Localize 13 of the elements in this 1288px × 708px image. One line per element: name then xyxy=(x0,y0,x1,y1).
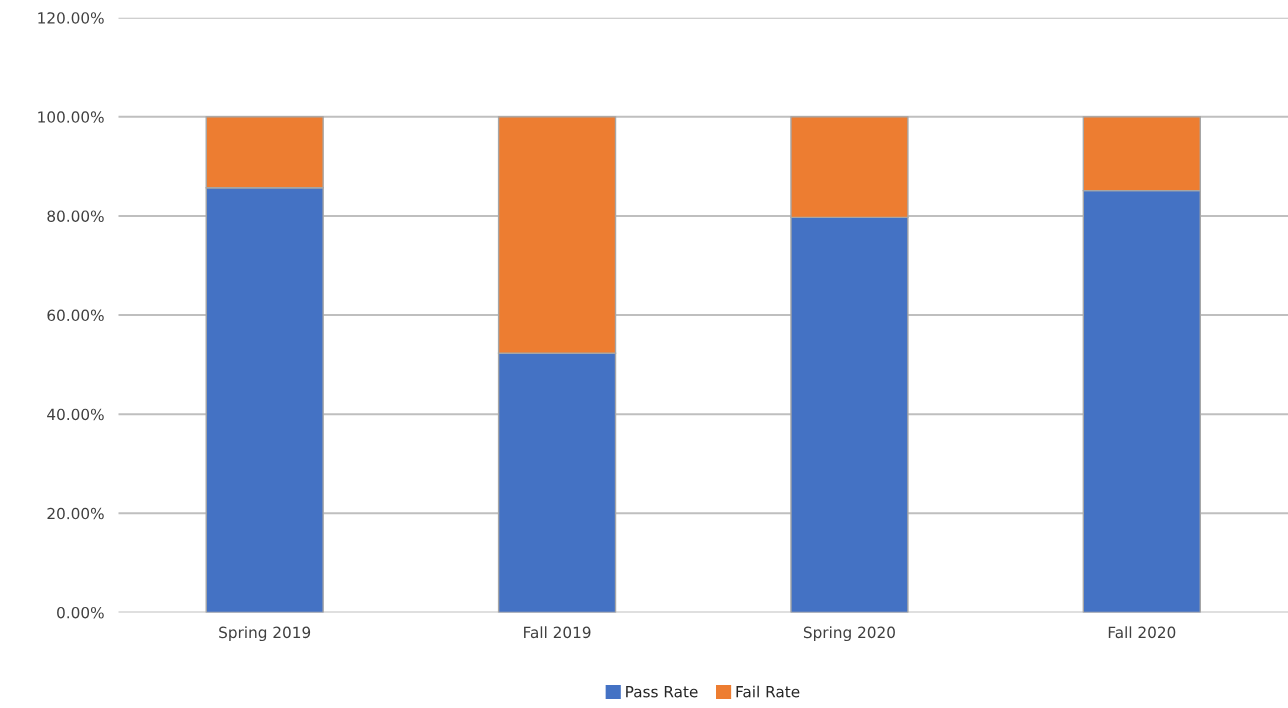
x-tick-label: Fall 2020 xyxy=(1108,626,1176,639)
y-tick-label: 80.00% xyxy=(47,210,104,222)
legend-label: Fail Rate xyxy=(736,685,800,698)
y-tick-label: 40.00% xyxy=(47,408,104,421)
y-tick-label: 60.00% xyxy=(47,309,104,322)
y-tick-label: 100.00% xyxy=(38,111,104,123)
y-tick-label: 0.00% xyxy=(57,606,104,619)
y-tick-label: 120.00% xyxy=(38,12,104,24)
x-tick-label: Spring 2020 xyxy=(803,626,895,642)
x-tick-label: Fall 2019 xyxy=(524,626,591,639)
x-tick-label: Spring 2019 xyxy=(219,626,311,642)
y-tick-label: 20.00% xyxy=(47,507,104,520)
legend-label: Pass Rate xyxy=(626,686,698,698)
